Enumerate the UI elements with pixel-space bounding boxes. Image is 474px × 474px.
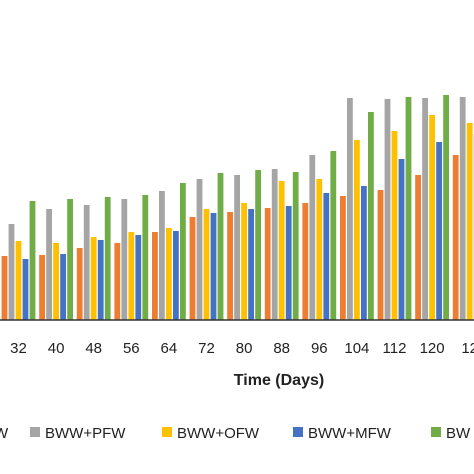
- legend-label: BWW+PFW: [45, 425, 126, 442]
- bar-bww-112: [377, 190, 384, 320]
- legend-label: W: [0, 425, 9, 442]
- bar-bww-72: [189, 217, 196, 320]
- bar-bww-plus-ofw-64: [166, 228, 172, 320]
- legend-swatch: [162, 427, 172, 437]
- bar-bww-plus-mfw-72: [210, 213, 217, 320]
- x-tick-label: 80: [236, 340, 253, 357]
- x-tick-label: 104: [344, 340, 369, 357]
- bar-bww-56: [114, 243, 121, 320]
- bar-bww-plus-mfw-120: [436, 142, 442, 320]
- x-axis-title: Time (Days): [234, 372, 324, 389]
- bar-bww-plus-mfw-48: [97, 240, 104, 320]
- bar-bww-plus-ofw-72: [203, 209, 210, 320]
- bar-bww-plus-ofw-96: [316, 179, 323, 320]
- x-tick-label: 48: [85, 340, 102, 357]
- x-tick-label: 96: [311, 340, 328, 357]
- bar-bww-plus-mfw-32: [22, 259, 29, 320]
- bar-bww-plus-mfw-112: [398, 159, 405, 320]
- bar-bww-plus-mfw-88: [285, 206, 292, 320]
- bar-bww-plus-pfw-48: [83, 205, 90, 320]
- bar-bww-plus-mfw-96: [323, 193, 330, 320]
- bar-bww-plus-56: [142, 195, 149, 320]
- bar-bww-plus-40: [67, 199, 73, 320]
- x-tick-label: 40: [48, 340, 65, 357]
- legend-swatch: [431, 427, 441, 437]
- bar-bww-plus-pfw-88: [271, 169, 278, 320]
- bar-bww-plus-48: [104, 197, 111, 320]
- bar-bww-32: [1, 256, 8, 320]
- bar-bww-plus-mfw-40: [60, 254, 66, 320]
- bar-bww-plus-pfw-112: [384, 99, 391, 320]
- bar-bww-80: [227, 212, 233, 320]
- bar-bww-plus-32: [29, 201, 36, 320]
- x-tick-label: 72: [198, 340, 215, 357]
- x-tick-labels: 32 40 48 56 64 72 80 88 96 104 112 120 12: [10, 340, 474, 357]
- bar-bww-88: [264, 208, 271, 320]
- bar-bww-plus-120: [443, 95, 449, 320]
- bar-bww-plus-mfw-64: [173, 231, 179, 320]
- x-tick-label: 32: [10, 340, 27, 357]
- bar-bww-plus-pfw-96: [309, 155, 316, 320]
- bar-bww-plus-pfw-120: [422, 98, 428, 320]
- x-tick-label: 56: [123, 340, 140, 357]
- bar-bww-plus-ofw-104: [354, 140, 360, 320]
- bar-bww-plus-ofw-88: [278, 181, 285, 320]
- legend: W BWW+PFW BWW+OFW BWW+MFW BW: [0, 425, 471, 442]
- bar-bww-104: [340, 196, 346, 320]
- bar-bww-plus-pfw-56: [121, 199, 128, 320]
- bar-bww-plus-pfw-72: [196, 179, 203, 320]
- bar-bww-plus-ofw-48: [90, 237, 97, 320]
- bar-bww-40: [39, 255, 45, 320]
- bar-bww-plus-ofw-32: [15, 241, 22, 320]
- legend-swatch: [293, 427, 303, 437]
- bar-bww-plus-ofw-112: [391, 131, 398, 320]
- bar-bww-plus-80: [255, 170, 261, 320]
- bar-bww-120: [415, 175, 421, 320]
- legend-swatch: [30, 427, 40, 437]
- bar-bww-plus-mfw-104: [361, 186, 367, 320]
- x-tick-label: 120: [420, 340, 445, 357]
- bar-bww-plus-64: [180, 183, 186, 320]
- bar-bww-plus-mfw-56: [135, 235, 142, 320]
- legend-label: BW: [446, 425, 471, 442]
- bar-bww-plus-pfw-32: [8, 224, 15, 320]
- bar-bww-96: [302, 203, 309, 320]
- bar-bww-plus-88: [292, 172, 299, 320]
- bar-bww-plus-pfw-64: [159, 191, 165, 320]
- bar-bww-plus-96: [330, 151, 337, 320]
- bar-bww-128: [452, 155, 459, 320]
- bars-layer: [1, 95, 474, 320]
- bar-bww-plus-72: [217, 173, 224, 320]
- bar-bww-plus-104: [368, 112, 374, 320]
- x-tick-label: 88: [273, 340, 290, 357]
- bar-bww-48: [76, 248, 83, 320]
- bar-bww-plus-pfw-80: [234, 175, 240, 320]
- bar-bww-plus-ofw-56: [128, 232, 135, 320]
- bar-bww-plus-112: [405, 97, 412, 320]
- x-tick-label: 112: [383, 340, 407, 357]
- legend-label: BWW+MFW: [308, 425, 392, 442]
- legend-label: BWW+OFW: [177, 425, 260, 442]
- bar-bww-plus-mfw-80: [248, 209, 254, 320]
- bar-bww-plus-ofw-120: [429, 115, 435, 320]
- bar-bww-plus-pfw-128: [459, 97, 466, 320]
- x-tick-label: 64: [161, 340, 178, 357]
- bar-bww-plus-ofw-80: [241, 203, 247, 320]
- bar-bww-plus-pfw-40: [46, 209, 52, 320]
- bar-bww-plus-pfw-104: [347, 98, 353, 320]
- bar-bww-plus-ofw-40: [53, 243, 59, 320]
- bar-bww-64: [152, 232, 158, 320]
- x-tick-label: 12: [461, 340, 474, 357]
- bar-bww-plus-ofw-128: [466, 123, 473, 320]
